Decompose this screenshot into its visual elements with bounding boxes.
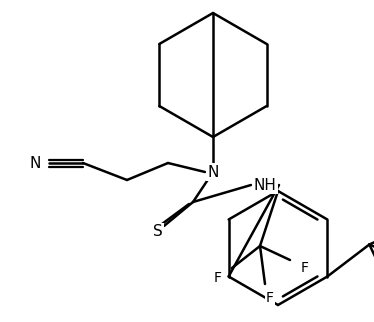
Text: F: F	[214, 271, 222, 285]
Text: N: N	[207, 165, 219, 179]
Text: F: F	[301, 261, 309, 275]
Text: N: N	[29, 156, 41, 171]
Text: NH: NH	[254, 177, 276, 193]
Text: F: F	[266, 291, 274, 305]
Text: S: S	[153, 224, 163, 240]
